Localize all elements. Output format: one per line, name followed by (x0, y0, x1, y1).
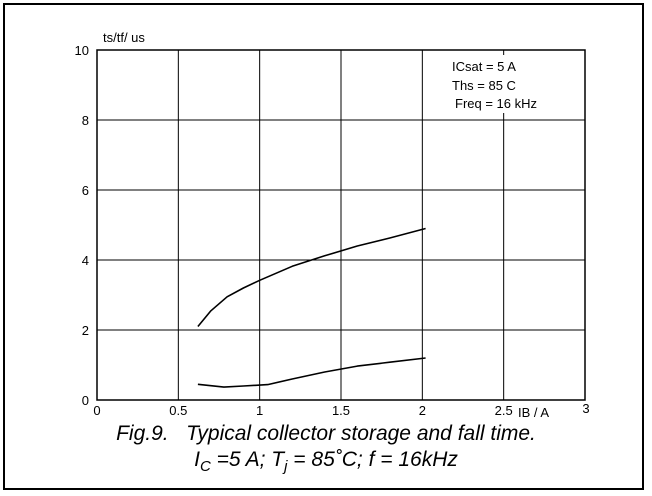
chart: 0 0.5 1 1.5 2 2.5 3 0 2 4 6 8 10 ts/tf/ us IB / A IC… (75, 30, 590, 420)
grid-lines (97, 50, 585, 400)
x-tick-label: 1.5 (332, 403, 350, 418)
annotation-ths: Ths = 85 C (452, 78, 516, 93)
caption-tj-symbol: T (271, 448, 285, 471)
figure-caption-title: Fig.9. Typical collector storage and fal… (116, 422, 536, 445)
x-tick-label: 2 (419, 403, 426, 418)
y-tick-label: 4 (82, 253, 89, 268)
series-line-1 (197, 227, 426, 328)
x-tick-label: 3 (582, 401, 589, 416)
x-tick-label: 1 (256, 403, 263, 418)
caption-ic-value: =5 A; (210, 448, 272, 471)
series-line-2 (197, 357, 426, 388)
y-tick-label: 6 (82, 183, 89, 198)
caption-rest: = 85˚C; f = 16kHz (287, 448, 458, 471)
annotation-freq: Freq = 16 kHz (455, 96, 537, 111)
figure-frame (3, 3, 644, 490)
x-axis-label: IB / A (518, 405, 549, 420)
y-axis-label: ts/tf/ us (103, 30, 145, 45)
y-tick-label: 2 (82, 323, 89, 338)
x-tick-label: 2.5 (495, 403, 513, 418)
caption-ic-symbol: I (194, 448, 200, 471)
figure-caption-conditions: IC =5 A; Tj = 85˚C; f = 16kHz (0, 448, 652, 475)
x-tick-label: 0.5 (169, 403, 187, 418)
caption-tj-subscript: j (284, 458, 288, 476)
x-tick-label: 0 (93, 403, 100, 418)
y-tick-label: 0 (82, 393, 89, 408)
caption-ic-subscript: C (199, 458, 211, 476)
y-tick-label: 8 (82, 113, 89, 128)
y-tick-label: 10 (75, 43, 89, 58)
tick-labels: 0 0.5 1 1.5 2 2.5 3 0 2 4 6 8 10 (75, 43, 590, 418)
annotation-icsat: ICsat = 5 A (452, 59, 516, 74)
annotation-box: ICsat = 5 A Ths = 85 C Freq = 16 kHz (452, 59, 537, 111)
series-lines (197, 227, 426, 388)
annotation-background (446, 55, 570, 113)
